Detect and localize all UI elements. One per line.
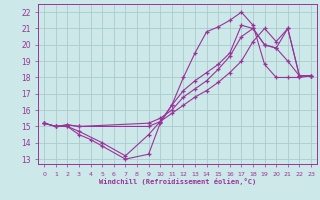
X-axis label: Windchill (Refroidissement éolien,°C): Windchill (Refroidissement éolien,°C) <box>99 178 256 185</box>
